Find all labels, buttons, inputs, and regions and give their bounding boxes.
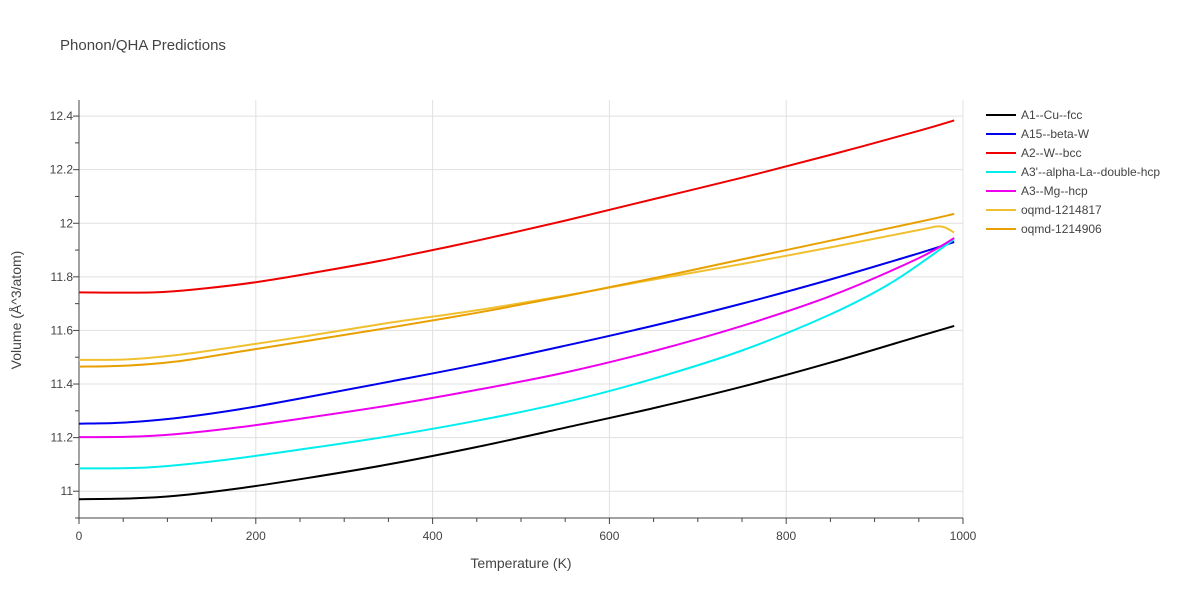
legend-item-a1-cu-fcc[interactable]: A1--Cu--fcc <box>986 108 1082 122</box>
y-tick-label: 12.4 <box>50 109 74 123</box>
axes: 0 200 400 600 800 1000 11 11.2 11.4 11.6 11.8 12 12.… <box>50 100 977 543</box>
series-line-oqmd-1214817 <box>78 225 955 361</box>
series-line-a3-alpha-la-double-hcp <box>78 238 955 470</box>
y-tick-label: 12.2 <box>50 163 74 177</box>
x-axis-title: Temperature (K) <box>470 555 571 571</box>
legend-item-oqmd-1214906[interactable]: oqmd-1214906 <box>986 222 1102 236</box>
legend-label: oqmd-1214817 <box>1021 203 1102 217</box>
y-tick-label: 11.2 <box>51 431 74 445</box>
x-tick-label: 600 <box>599 529 619 543</box>
y-tick-label: 12 <box>60 216 74 230</box>
series-line-a2-w-bcc <box>78 119 955 294</box>
chart-title: Phonon/QHA Predictions <box>60 37 226 54</box>
x-tick-label: 400 <box>423 529 443 543</box>
legend-label: A15--beta-W <box>1021 127 1090 141</box>
y-tick-label: 11.4 <box>51 377 74 391</box>
y-tick-label: 11 <box>61 484 74 498</box>
y-tick-label: 11.8 <box>51 270 74 284</box>
legend-item-a3-alpha-la-double-hcp[interactable]: A3'--alpha-La--double-hcp <box>986 165 1160 179</box>
legend-label: A1--Cu--fcc <box>1021 108 1082 122</box>
series-lines <box>78 119 955 501</box>
grid <box>79 100 964 518</box>
legend[interactable]: A1--Cu--fcc A15--beta-W A2--W--bcc A3'--alp… <box>986 108 1160 236</box>
x-tick-label: 0 <box>76 529 83 543</box>
y-axis-title: Volume (Å^3/atom) <box>8 251 24 370</box>
legend-item-a2-w-bcc[interactable]: A2--W--bcc <box>986 146 1081 160</box>
y-tick-label: 11.6 <box>51 323 74 337</box>
legend-label: A2--W--bcc <box>1021 146 1081 160</box>
series-line-a15-beta-w <box>78 241 955 425</box>
series-line-oqmd-1214906 <box>78 212 955 368</box>
legend-item-a3-mg-hcp[interactable]: A3--Mg--hcp <box>986 184 1088 198</box>
legend-item-a15-beta-w[interactable]: A15--beta-W <box>986 127 1090 141</box>
series-line-a1-cu-fcc <box>78 324 955 501</box>
legend-label: A3--Mg--hcp <box>1021 184 1088 198</box>
legend-label: A3'--alpha-La--double-hcp <box>1021 165 1160 179</box>
legend-item-oqmd-1214817[interactable]: oqmd-1214817 <box>986 203 1102 217</box>
x-tick-label: 1000 <box>950 529 977 543</box>
x-tick-label: 800 <box>776 529 796 543</box>
legend-label: oqmd-1214906 <box>1021 222 1102 236</box>
series-line-a3-mg-hcp <box>78 237 955 439</box>
x-tick-label: 200 <box>246 529 266 543</box>
